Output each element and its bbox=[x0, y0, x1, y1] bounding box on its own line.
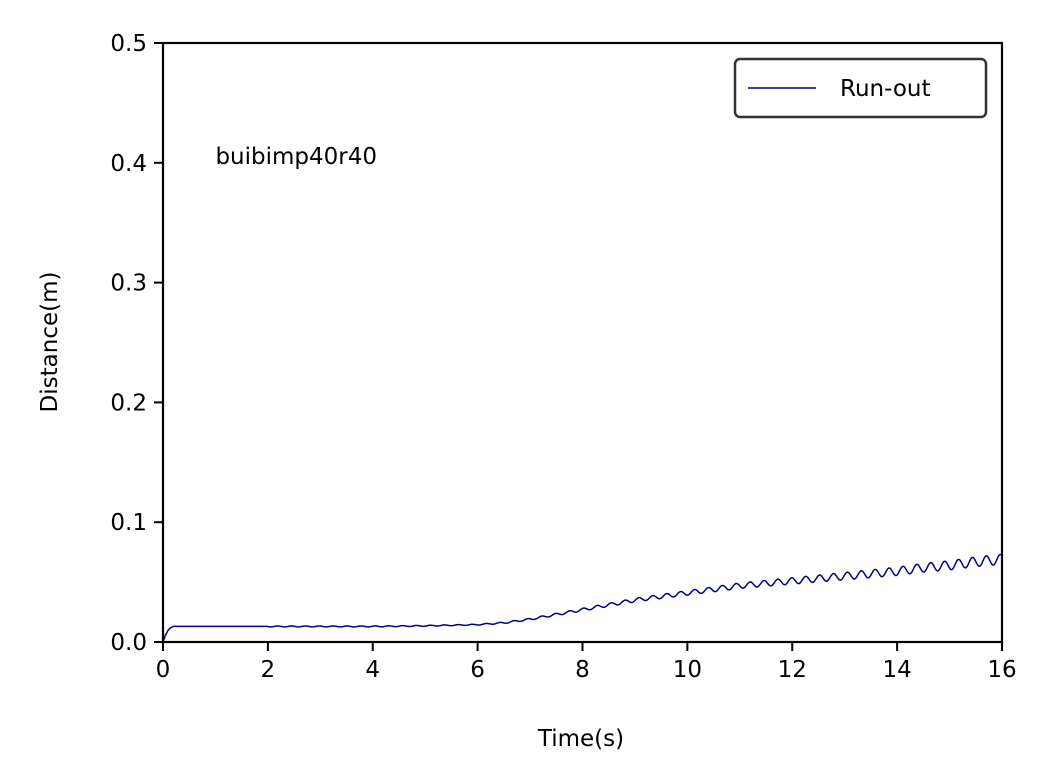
x-tick-label: 10 bbox=[673, 657, 702, 683]
y-tick-label: 0.1 bbox=[110, 510, 147, 536]
y-tick-label: 0.5 bbox=[110, 31, 147, 57]
x-tick-label: 8 bbox=[575, 657, 590, 683]
y-tick-label: 0.2 bbox=[110, 390, 147, 416]
x-axis-label: Time(s) bbox=[537, 726, 624, 752]
x-tick-label: 14 bbox=[882, 657, 911, 683]
x-axis-ticks: 0 2 4 6 8 10 12 14 16 bbox=[156, 642, 1017, 683]
x-tick-label: 12 bbox=[778, 657, 807, 683]
x-tick-label: 0 bbox=[156, 657, 171, 683]
y-axis-label: Distance(m) bbox=[37, 272, 63, 413]
plot-area bbox=[161, 41, 1004, 644]
legend-frame bbox=[733, 57, 988, 119]
run-annotation: buibimp40r40 bbox=[215, 144, 377, 170]
y-tick-label: 0.3 bbox=[110, 271, 147, 297]
x-tick-label: 16 bbox=[987, 657, 1016, 683]
series-run-out-line bbox=[162, 553, 1003, 643]
x-tick-label: 4 bbox=[365, 657, 380, 683]
y-tick-label: 0.0 bbox=[110, 630, 147, 656]
legend: Run-out bbox=[733, 57, 988, 119]
x-tick-label: 6 bbox=[470, 657, 485, 683]
x-tick-label: 2 bbox=[261, 657, 276, 683]
axes-frame bbox=[161, 41, 1004, 644]
y-axis-ticks: 0.0 0.1 0.2 0.3 0.4 0.5 bbox=[110, 31, 163, 656]
legend-label-run-out: Run-out bbox=[840, 76, 931, 102]
y-tick-label: 0.4 bbox=[110, 151, 147, 177]
